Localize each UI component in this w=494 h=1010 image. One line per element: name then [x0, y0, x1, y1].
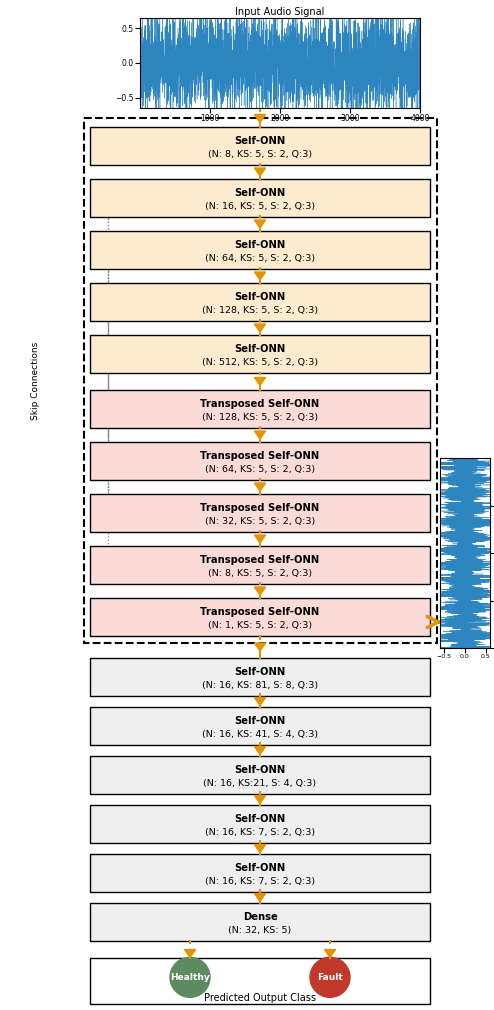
Text: Self-ONN: Self-ONN: [234, 864, 286, 873]
Text: Self-ONN: Self-ONN: [234, 667, 286, 677]
Text: Transposed Self-ONN: Transposed Self-ONN: [201, 607, 320, 617]
Polygon shape: [325, 949, 335, 957]
FancyBboxPatch shape: [90, 903, 430, 941]
Text: (N: 16, KS: 5, S: 2, Q:3): (N: 16, KS: 5, S: 2, Q:3): [205, 202, 315, 211]
FancyBboxPatch shape: [90, 231, 430, 269]
FancyBboxPatch shape: [90, 179, 430, 217]
Polygon shape: [254, 894, 266, 902]
Text: Transposed Self-ONN: Transposed Self-ONN: [201, 451, 320, 461]
Text: Skip Connections: Skip Connections: [31, 341, 40, 419]
Text: Transposed Self-ONN: Transposed Self-ONN: [201, 556, 320, 565]
Text: Healthy: Healthy: [170, 973, 210, 982]
FancyBboxPatch shape: [90, 598, 430, 636]
Text: (N: 16, KS: 41, S: 4, Q:3): (N: 16, KS: 41, S: 4, Q:3): [202, 730, 318, 739]
Polygon shape: [254, 114, 266, 122]
Text: (N: 32, KS: 5): (N: 32, KS: 5): [228, 926, 291, 935]
Text: Self-ONN: Self-ONN: [234, 188, 286, 198]
Polygon shape: [254, 272, 266, 280]
Text: (N: 128, KS: 5, S: 2, Q:3): (N: 128, KS: 5, S: 2, Q:3): [202, 306, 318, 315]
Text: (N: 8, KS: 5, S: 2, Q:3): (N: 8, KS: 5, S: 2, Q:3): [208, 569, 312, 578]
Text: Self-ONN: Self-ONN: [234, 136, 286, 146]
FancyBboxPatch shape: [90, 658, 430, 696]
FancyBboxPatch shape: [90, 707, 430, 745]
Text: (N: 16, KS: 81, S: 8, Q:3): (N: 16, KS: 81, S: 8, Q:3): [202, 681, 318, 690]
Text: (N: 16, KS:21, S: 4, Q:3): (N: 16, KS:21, S: 4, Q:3): [204, 779, 317, 788]
Circle shape: [170, 957, 210, 997]
Text: Self-ONN: Self-ONN: [234, 716, 286, 726]
Polygon shape: [254, 220, 266, 228]
FancyBboxPatch shape: [90, 283, 430, 321]
Text: Predicted Output Class: Predicted Output Class: [204, 994, 316, 1004]
Text: Transposed Self-ONN: Transposed Self-ONN: [201, 503, 320, 513]
FancyBboxPatch shape: [90, 854, 430, 892]
FancyBboxPatch shape: [90, 390, 430, 428]
Text: (N: 16, KS: 7, S: 2, Q:3): (N: 16, KS: 7, S: 2, Q:3): [205, 877, 315, 886]
Polygon shape: [254, 844, 266, 852]
Text: Transposed Self-ONN: Transposed Self-ONN: [201, 399, 320, 409]
FancyBboxPatch shape: [90, 442, 430, 480]
Text: (N: 16, KS: 7, S: 2, Q:3): (N: 16, KS: 7, S: 2, Q:3): [205, 828, 315, 837]
Text: Self-ONN: Self-ONN: [234, 814, 286, 824]
Text: (N: 128, KS: 5, S: 2, Q:3): (N: 128, KS: 5, S: 2, Q:3): [202, 413, 318, 422]
Polygon shape: [254, 324, 266, 332]
Title: Input Audio Signal: Input Audio Signal: [235, 7, 325, 17]
Text: Fault: Fault: [317, 973, 343, 982]
Text: (N: 512, KS: 5, S: 2, Q:3): (N: 512, KS: 5, S: 2, Q:3): [202, 358, 318, 367]
Polygon shape: [254, 698, 266, 706]
Text: (N: 32, KS: 5, S: 2, Q:3): (N: 32, KS: 5, S: 2, Q:3): [205, 517, 315, 526]
FancyBboxPatch shape: [90, 958, 430, 1004]
FancyBboxPatch shape: [90, 805, 430, 843]
Text: (N: 8, KS: 5, S: 2, Q:3): (N: 8, KS: 5, S: 2, Q:3): [208, 149, 312, 159]
Polygon shape: [254, 378, 266, 386]
Text: Self-ONN: Self-ONN: [234, 292, 286, 302]
Polygon shape: [254, 431, 266, 439]
Text: Self-ONN: Self-ONN: [234, 344, 286, 355]
FancyBboxPatch shape: [90, 546, 430, 584]
FancyBboxPatch shape: [90, 127, 430, 165]
Polygon shape: [254, 587, 266, 595]
Polygon shape: [254, 483, 266, 491]
Text: (N: 64, KS: 5, S: 2, Q:3): (N: 64, KS: 5, S: 2, Q:3): [205, 465, 315, 474]
Polygon shape: [184, 949, 196, 957]
Text: (N: 64, KS: 5, S: 2, Q:3): (N: 64, KS: 5, S: 2, Q:3): [205, 254, 315, 263]
Text: Self-ONN: Self-ONN: [234, 240, 286, 250]
FancyBboxPatch shape: [90, 335, 430, 373]
Text: (N: 1, KS: 5, S: 2, Q:3): (N: 1, KS: 5, S: 2, Q:3): [208, 621, 312, 630]
Bar: [84, 118, 437, 643]
FancyBboxPatch shape: [90, 756, 430, 794]
Text: Dense: Dense: [243, 912, 277, 922]
Polygon shape: [254, 535, 266, 543]
Polygon shape: [254, 796, 266, 804]
Circle shape: [310, 957, 350, 997]
Polygon shape: [254, 643, 266, 651]
Text: Self-ONN: Self-ONN: [234, 765, 286, 775]
Polygon shape: [254, 168, 266, 176]
FancyBboxPatch shape: [90, 494, 430, 532]
Polygon shape: [254, 746, 266, 754]
